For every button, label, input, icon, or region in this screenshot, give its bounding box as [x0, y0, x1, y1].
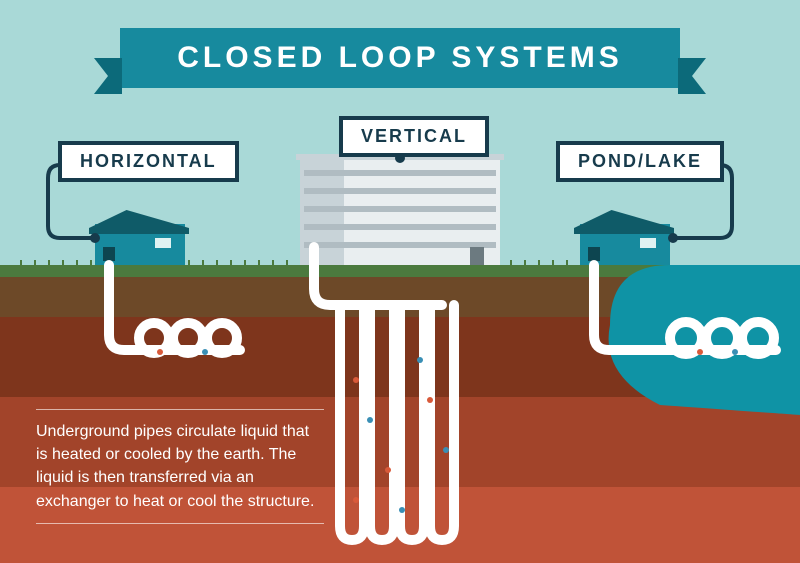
- infographic-stage: CLOSED LOOP SYSTEMS HORIZONTAL VERTICAL PO…: [0, 0, 800, 563]
- description-box: Underground pipes circulate liquid that …: [30, 395, 330, 538]
- label-pondlake: POND/LAKE: [560, 145, 720, 178]
- label-vertical: VERTICAL: [343, 120, 485, 153]
- description-rule-bottom: [36, 523, 324, 524]
- description-text: Underground pipes circulate liquid that …: [36, 410, 324, 523]
- title-banner: CLOSED LOOP SYSTEMS: [120, 28, 680, 88]
- label-horizontal: HORIZONTAL: [62, 145, 235, 178]
- title-text: CLOSED LOOP SYSTEMS: [120, 28, 680, 88]
- banner-fold-left: [94, 58, 122, 94]
- banner-fold-right: [678, 58, 706, 94]
